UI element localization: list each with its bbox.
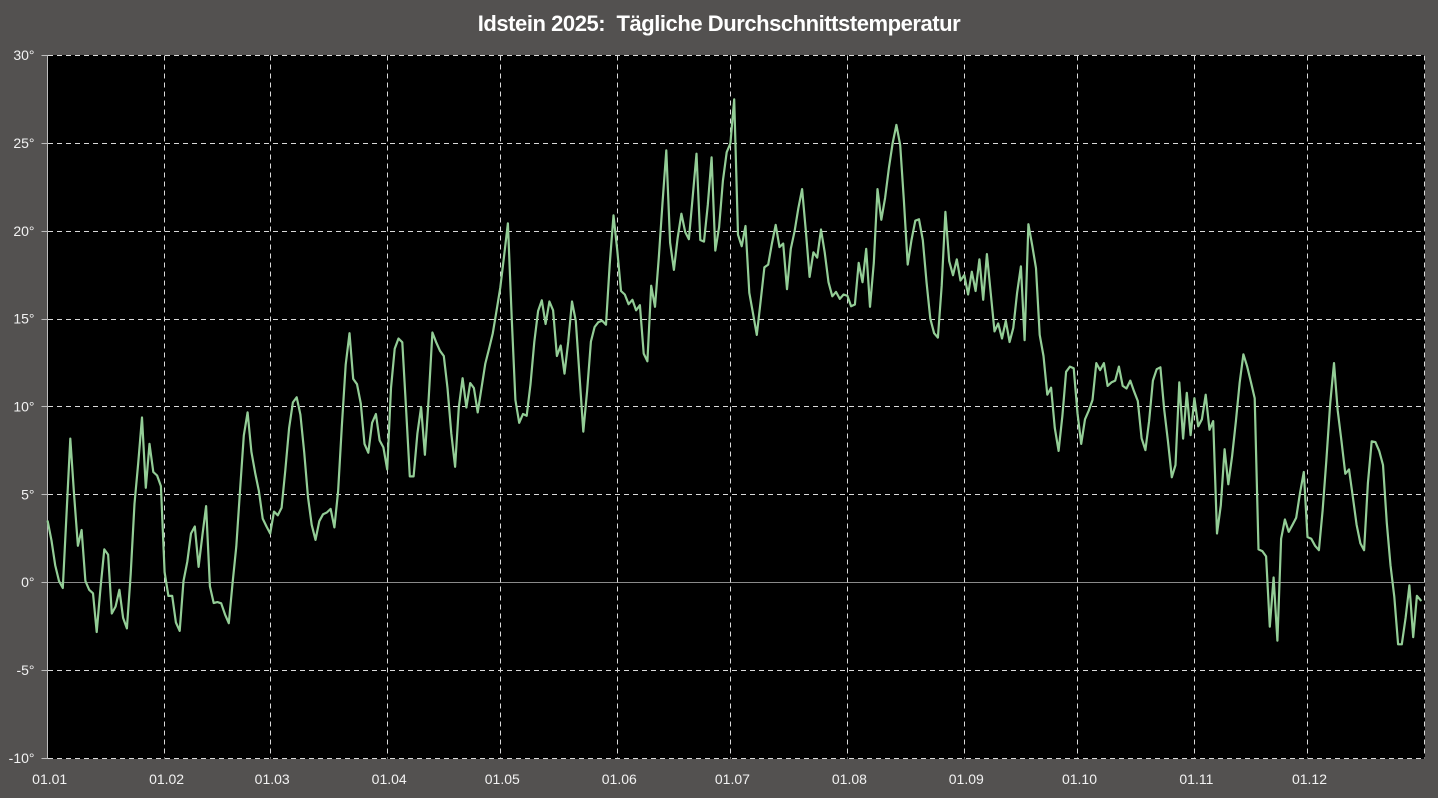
svg-text:01.12: 01.12 [1292, 771, 1327, 787]
svg-text:01.03: 01.03 [255, 771, 290, 787]
svg-text:01.06: 01.06 [602, 771, 637, 787]
svg-text:-10°: -10° [9, 750, 35, 766]
svg-text:01.10: 01.10 [1062, 771, 1097, 787]
svg-text:30°: 30° [13, 47, 34, 63]
svg-text:01.08: 01.08 [832, 771, 867, 787]
svg-text:01.09: 01.09 [949, 771, 984, 787]
svg-text:20°: 20° [13, 223, 34, 239]
svg-text:25°: 25° [13, 135, 34, 151]
svg-text:01.02: 01.02 [149, 771, 184, 787]
svg-text:01.01: 01.01 [32, 771, 67, 787]
svg-text:5°: 5° [21, 486, 34, 502]
svg-text:01.11: 01.11 [1179, 771, 1213, 787]
svg-text:Idstein 2025: Tägliche Durchs: Idstein 2025: Tägliche Durchschnittstemp… [478, 11, 961, 36]
svg-text:01.07: 01.07 [715, 771, 750, 787]
svg-text:-5°: -5° [16, 662, 34, 678]
svg-text:15°: 15° [13, 311, 34, 327]
svg-text:10°: 10° [13, 399, 34, 415]
svg-text:01.05: 01.05 [485, 771, 520, 787]
svg-text:0°: 0° [21, 574, 34, 590]
svg-text:01.04: 01.04 [372, 771, 407, 787]
